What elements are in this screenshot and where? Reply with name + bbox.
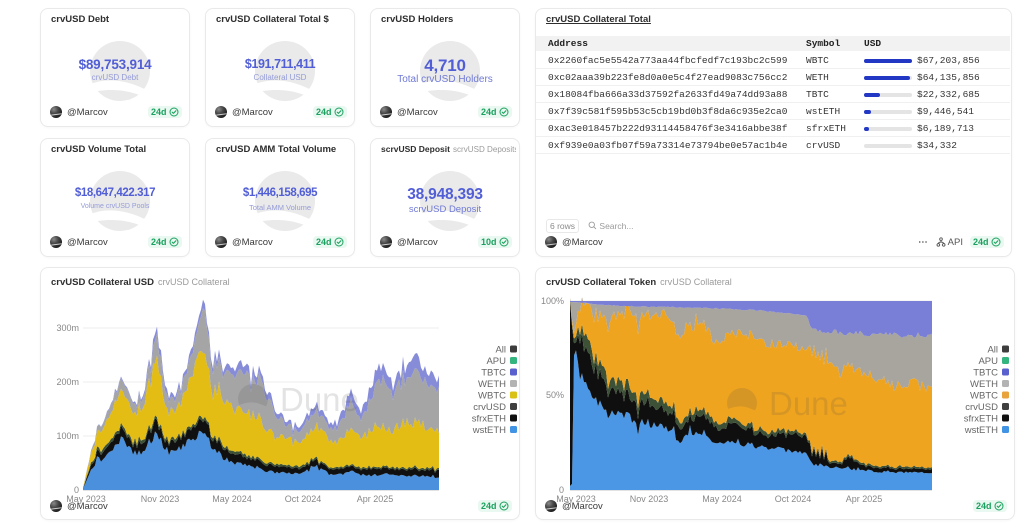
svg-text:WBTC: WBTC: [478, 391, 506, 402]
svg-text:WETH: WETH: [970, 379, 998, 390]
svg-text:All: All: [495, 345, 506, 356]
svg-text:May 2023: May 2023: [556, 494, 596, 504]
svg-text:May 2024: May 2024: [702, 494, 742, 504]
svg-text:0: 0: [74, 485, 79, 495]
svg-text:Dune: Dune: [280, 381, 359, 418]
svg-text:0: 0: [559, 485, 564, 495]
svg-text:APU: APU: [978, 356, 998, 367]
svg-text:Oct 2024: Oct 2024: [775, 494, 812, 504]
svg-text:wstETH: wstETH: [964, 425, 998, 436]
svg-text:sfrxETH: sfrxETH: [964, 414, 998, 425]
svg-text:100%: 100%: [541, 296, 564, 306]
svg-text:Dune: Dune: [769, 385, 848, 422]
svg-text:Apr 2025: Apr 2025: [357, 494, 394, 504]
svg-text:TBTC: TBTC: [481, 368, 506, 379]
svg-text:Nov 2023: Nov 2023: [630, 494, 669, 504]
svg-text:Oct 2024: Oct 2024: [285, 494, 322, 504]
svg-text:crvUSD: crvUSD: [473, 402, 506, 413]
svg-text:WETH: WETH: [478, 379, 506, 390]
svg-text:WBTC: WBTC: [970, 391, 998, 402]
svg-text:200m: 200m: [56, 377, 79, 387]
svg-text:Apr 2025: Apr 2025: [846, 494, 883, 504]
svg-text:All: All: [987, 345, 998, 356]
svg-text:sfrxETH: sfrxETH: [472, 414, 506, 425]
svg-text:TBTC: TBTC: [973, 368, 998, 379]
svg-text:APU: APU: [486, 356, 506, 367]
svg-text:100m: 100m: [56, 431, 79, 441]
svg-text:Nov 2023: Nov 2023: [141, 494, 180, 504]
svg-text:May 2024: May 2024: [212, 494, 252, 504]
svg-text:crvUSD: crvUSD: [965, 402, 998, 413]
svg-text:May 2023: May 2023: [66, 494, 106, 504]
svg-text:300m: 300m: [56, 323, 79, 333]
svg-text:50%: 50%: [546, 390, 564, 400]
svg-text:wstETH: wstETH: [472, 425, 506, 436]
